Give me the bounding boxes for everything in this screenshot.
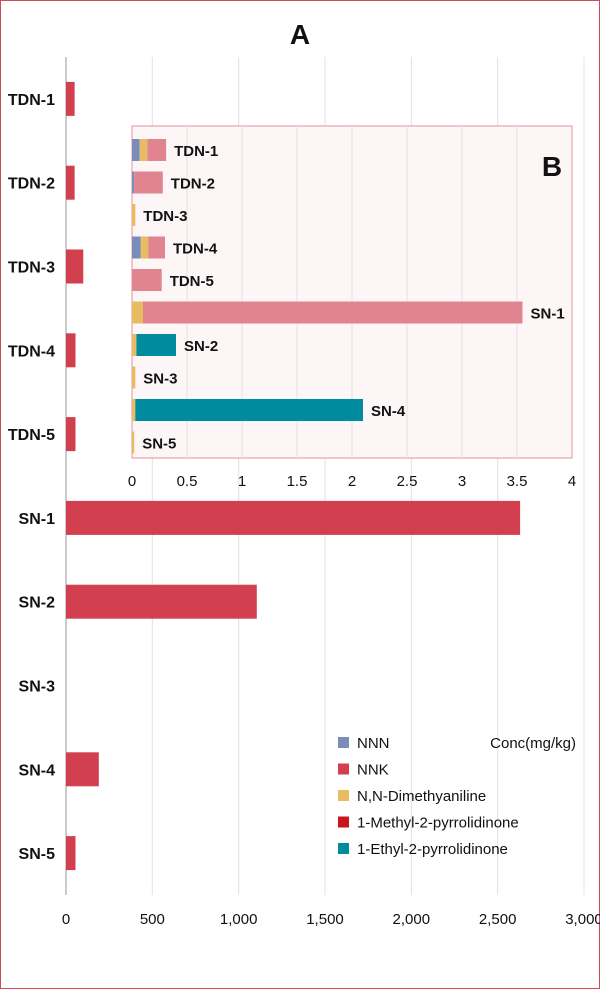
bar-b-nnk-tdn-4 (148, 236, 165, 259)
bar-label-b-tdn-5: TDN-5 (170, 273, 214, 290)
category-label-sn-1: SN-1 (19, 511, 56, 528)
bar-label-b-tdn-2: TDN-2 (171, 176, 215, 193)
x-tick-label-b: 4 (568, 473, 576, 490)
bar-nnk-sn-5 (66, 836, 76, 871)
bar-b-nnn-tdn-1 (132, 139, 140, 161)
bar-b-nnk-tdn-2 (134, 171, 163, 194)
bar-b-n-n-dimethyaniline-sn-5 (132, 431, 135, 454)
bar-label-b-tdn-4: TDN-4 (173, 241, 218, 258)
bar-label-b-sn-5: SN-5 (142, 436, 176, 453)
bar-b-nnn-tdn-4 (132, 236, 141, 259)
legend-swatch-nnn (338, 737, 349, 748)
bar-b-nnk-sn-1 (143, 301, 523, 324)
bar-label-b-sn-2: SN-2 (184, 338, 218, 355)
bar-b-n-n-dimethyaniline-sn-4 (132, 399, 136, 421)
panel-a: A 0 500 1,000 1,500 2,000 2,500 3,000 TDN-1 TDN-2… (8, 19, 600, 928)
category-label-tdn-2: TDN-2 (8, 176, 55, 193)
x-tick-label-a: 1,500 (306, 911, 344, 928)
legend-swatch-nnk (338, 763, 349, 775)
x-tick-label-a: 0 (62, 911, 70, 928)
x-tick-label-a: 2,000 (393, 911, 431, 928)
legend: NNN NNK N,N-Dimethyaniline 1-Methyl-2-pyrro… (338, 735, 576, 858)
bar-nnk-tdn-1 (66, 81, 75, 116)
bar-label-b-sn-1: SN-1 (531, 306, 565, 323)
bar-label-b-sn-4: SN-4 (371, 403, 406, 420)
legend-swatch-n-n-dimethyaniline (338, 790, 349, 801)
x-tick-label-b: 2 (348, 473, 356, 490)
x-tick-label-a: 1,000 (220, 911, 258, 928)
bar-b-n-n-dimethyaniline-tdn-4 (140, 236, 149, 259)
bar-nnk-tdn-4 (66, 333, 76, 368)
category-label-tdn-5: TDN-5 (8, 427, 55, 444)
x-tick-label-a: 3,000 (565, 911, 600, 928)
category-label-sn-5: SN-5 (19, 846, 56, 863)
x-tick-label-b: 1 (238, 473, 246, 490)
panel-b: B 0 0.5 1 1.5 2 2.5 3 3.5 4 TDN-1 TDN-2 TDN-3 TDN-4 TD… (128, 125, 576, 490)
category-label-sn-4: SN-4 (19, 762, 56, 779)
bar-label-b-sn-3: SN-3 (143, 371, 177, 388)
x-tick-label-b: 1.5 (287, 473, 308, 490)
bar-b-nnk-tdn-5 (132, 269, 162, 291)
legend-label-nnk: NNK (357, 762, 389, 779)
bar-label-b-tdn-3: TDN-3 (143, 208, 187, 225)
bar-b-nnk-tdn-1 (147, 139, 167, 161)
bar-b-nnn-tdn-2 (132, 171, 135, 194)
bar-b-n-n-dimethyaniline-sn-1 (132, 301, 143, 324)
bar-b-n-n-dimethyaniline-tdn-3 (132, 204, 136, 226)
legend-label-nnn: NNN (357, 735, 390, 752)
bar-b-1-ethyl-2-pyrrolidinone-sn-2 (136, 334, 176, 356)
x-tick-label-a: 2,500 (479, 911, 517, 928)
bar-nnk-tdn-5 (66, 417, 76, 452)
legend-swatch-1-methyl-2-pyrrolidinone (338, 816, 349, 828)
bar-nnk-sn-1 (66, 500, 521, 535)
legend-label-1-methyl-2-pyrrolidinone: 1-Methyl-2-pyrrolidinone (357, 815, 519, 832)
x-tick-label-b: 3 (458, 473, 466, 490)
bar-nnk-sn-4 (66, 752, 99, 787)
x-tick-label-b: 0.5 (177, 473, 198, 490)
bar-label-b-tdn-1: TDN-1 (174, 143, 218, 160)
x-tick-label-a: 500 (140, 911, 165, 928)
bar-b-n-n-dimethyaniline-sn-3 (132, 366, 136, 389)
category-label-tdn-3: TDN-3 (8, 260, 55, 277)
legend-label-n-n-dimethyaniline: N,N-Dimethyaniline (357, 788, 486, 805)
category-label-sn-2: SN-2 (19, 595, 56, 612)
unit-label: Conc(mg/kg) (490, 735, 576, 752)
bar-nnk-sn-2 (66, 584, 257, 619)
bar-nnk-tdn-2 (66, 165, 75, 200)
bar-b-1-ethyl-2-pyrrolidinone-sn-4 (135, 399, 363, 421)
x-tick-label-b: 2.5 (397, 473, 418, 490)
legend-swatch-1-ethyl-2-pyrrolidinone (338, 843, 349, 854)
panel-b-label: B (542, 151, 562, 182)
x-tick-label-b: 3.5 (507, 473, 528, 490)
category-label-tdn-4: TDN-4 (8, 343, 55, 360)
bar-b-n-n-dimethyaniline-sn-2 (132, 334, 137, 356)
bar-nnk-tdn-3 (66, 249, 84, 284)
legend-label-1-ethyl-2-pyrrolidinone: 1-Ethyl-2-pyrrolidinone (357, 841, 508, 858)
x-tick-label-b: 0 (128, 473, 136, 490)
bar-b-n-n-dimethyaniline-tdn-1 (139, 139, 148, 161)
panel-a-label: A (290, 19, 310, 50)
category-label-sn-3: SN-3 (19, 679, 56, 696)
category-label-tdn-1: TDN-1 (8, 92, 55, 109)
